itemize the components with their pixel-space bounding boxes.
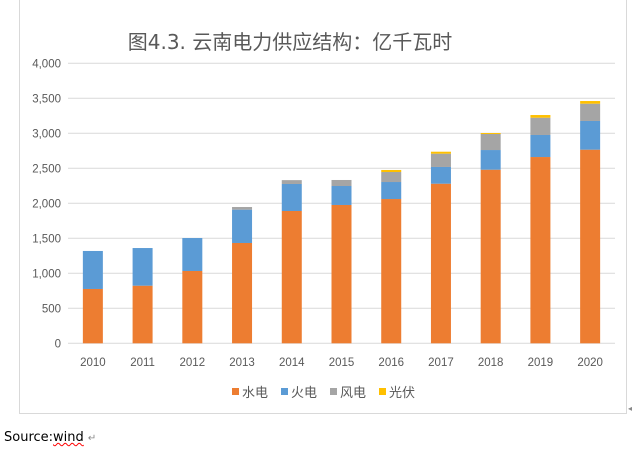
legend-label: 光伏 (389, 386, 415, 401)
bar-segment (281, 211, 302, 344)
bar-segment (232, 207, 253, 210)
bar-segment (132, 285, 153, 344)
legend-label: 风电 (340, 386, 366, 401)
legend-label: 水电 (242, 386, 268, 401)
bar-segment (580, 103, 601, 121)
bar-segment (381, 169, 402, 173)
x-tick-label: 2017 (428, 357, 454, 369)
bar-segment (182, 238, 203, 271)
bar-segment (480, 134, 501, 151)
x-tick-label: 2012 (180, 357, 206, 369)
y-tick-label: 4,000 (32, 58, 61, 70)
y-tick-label: 0 (55, 338, 61, 350)
bar-segment (331, 179, 352, 187)
x-tick-label: 2014 (279, 357, 305, 369)
legend-swatch (330, 388, 337, 395)
bar-segment (430, 153, 451, 167)
paragraph-mark: ↵ (87, 433, 97, 444)
bar-segment (331, 204, 352, 344)
bar-segment (281, 183, 302, 211)
bar-segment (580, 149, 601, 344)
anchor-mark: ◂ (628, 404, 633, 413)
x-tick-label: 2019 (528, 357, 554, 369)
chart-frame (19, 0, 627, 414)
legend-swatch (379, 388, 386, 395)
bar-segment (182, 270, 203, 344)
legend-label: 火电 (291, 386, 317, 401)
x-tick-label: 2018 (478, 357, 504, 369)
bar-segment (381, 199, 402, 344)
bar-segment (530, 115, 551, 118)
x-tick-label: 2020 (577, 357, 603, 369)
y-tick-label: 3,000 (32, 128, 61, 140)
y-tick-label: 1,500 (32, 233, 61, 245)
bar-segment (232, 242, 253, 344)
x-tick-label: 2016 (378, 357, 404, 369)
bar-segment (381, 172, 402, 183)
bar-segment (132, 248, 153, 286)
bar-segment (530, 134, 551, 158)
bar-segment (430, 183, 451, 344)
y-tick-label: 1,000 (32, 268, 61, 280)
bar-segment (430, 151, 451, 154)
bar-segment (82, 288, 103, 344)
bar-segment (232, 209, 253, 243)
source-label: Source: (4, 430, 54, 445)
stacked-bar-chart: 0 500 1,000 1,500 2,000 2,500 3,000 3,500 4,000 2… (32, 58, 615, 401)
x-tick-label: 2015 (329, 357, 355, 369)
bar-segment (381, 182, 402, 200)
y-tick-label: 500 (42, 303, 61, 315)
bar-segment (480, 150, 501, 170)
bar-segment (480, 133, 501, 134)
bar-segment (530, 157, 551, 344)
bar-segment (281, 180, 302, 184)
x-tick-label: 2010 (80, 357, 106, 369)
x-tick-label: 2013 (229, 357, 255, 369)
bar-segment (82, 250, 103, 289)
bar-segment (430, 166, 451, 184)
source-value: wind (53, 430, 84, 445)
bar-segment (580, 101, 601, 104)
y-tick-label: 2,500 (32, 163, 61, 175)
legend-swatch (232, 388, 239, 395)
source-note: Source:wind ↵ (4, 430, 96, 445)
bar-segment (580, 120, 601, 150)
x-tick-label: 2011 (130, 357, 155, 369)
y-tick-label: 2,000 (32, 198, 61, 210)
y-tick-label: 3,500 (32, 93, 61, 105)
bar-segment (530, 117, 551, 135)
bar-segment (480, 169, 501, 344)
legend-swatch (281, 388, 288, 395)
chart-title: 图4.3. 云南电力供应结构：亿千瓦时 (127, 30, 453, 54)
bar-segment (331, 186, 352, 205)
